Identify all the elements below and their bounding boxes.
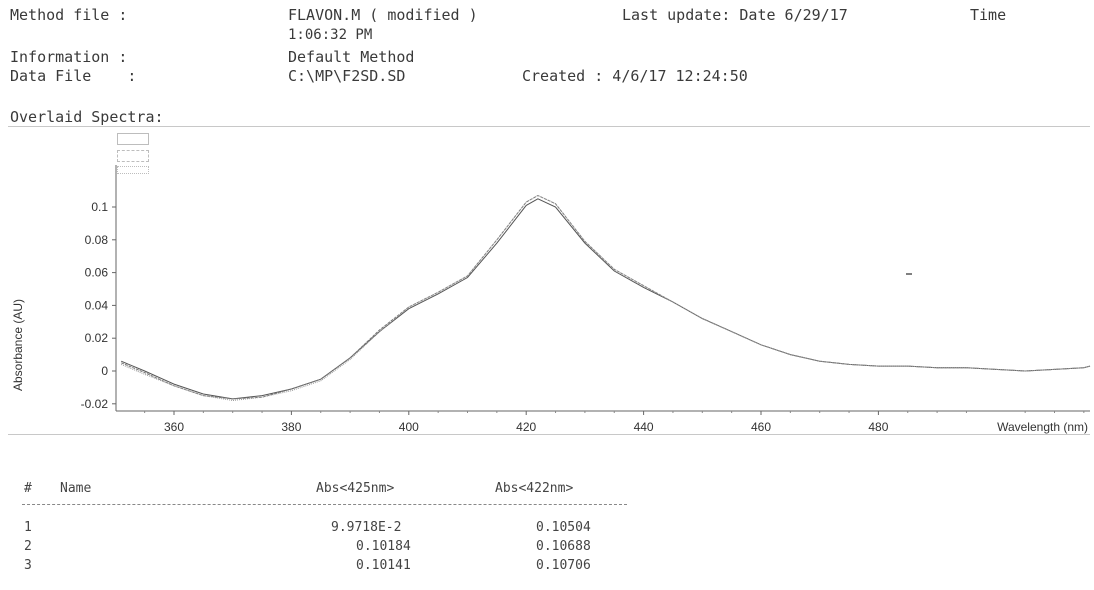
data-file-value: C:\MP\F2SD.SD: [288, 67, 406, 85]
chart-top-rule: [8, 126, 1090, 127]
table-row-1-abs422: 0.10504: [536, 520, 591, 535]
table-row-3-abs425: 0.10141: [356, 558, 411, 573]
chart-series-layer: [121, 194, 1091, 402]
table-row-1-index: 1: [24, 520, 32, 535]
table-row-2-abs425: 0.10184: [356, 539, 411, 554]
x-tick-label: 480: [868, 420, 888, 434]
y-tick-label: 0.04: [85, 298, 109, 312]
method-file-label: Method file :: [10, 6, 128, 24]
y-tick-label: -0.02: [81, 397, 109, 411]
created-timestamp: Created : 4/6/17 12:24:50: [522, 67, 748, 85]
y-tick-label: 0.1: [91, 200, 108, 214]
legend-swatch-2: [117, 150, 149, 162]
legend-swatch-3: [117, 166, 149, 174]
time-value: 1:06:32 PM: [288, 27, 373, 43]
y-tick-label: 0.08: [85, 233, 109, 247]
data-file-label: Data File :: [10, 67, 137, 85]
time-label: Time: [970, 6, 1007, 24]
x-tick-label: 420: [516, 420, 536, 434]
x-axis-label: Wavelength (nm): [997, 420, 1088, 434]
information-label: Information :: [10, 48, 128, 66]
table-divider: [22, 504, 627, 505]
table-header-index: #: [24, 481, 32, 496]
x-tick-label: 400: [399, 420, 419, 434]
spectrum-series-3: [121, 194, 1091, 402]
method-file-value: FLAVON.M ( modified ): [288, 6, 478, 24]
table-row-3-index: 3: [24, 558, 32, 573]
spectrum-series-2: [121, 194, 1091, 400]
x-tick-label: 380: [281, 420, 301, 434]
spectrum-series-1: [121, 198, 1091, 400]
legend-swatch-1: [117, 133, 149, 145]
y-tick-label: 0: [101, 364, 108, 378]
table-row-2-abs422: 0.10688: [536, 539, 591, 554]
table-header-name: Name: [60, 481, 92, 496]
table-row-3-abs422: 0.10706: [536, 558, 591, 573]
y-tick-label: 0.02: [85, 331, 109, 345]
chart-bottom-rule: [8, 434, 1090, 435]
last-update-label: Last update: Date 6/29/17: [622, 6, 848, 24]
x-tick-label: 460: [751, 420, 771, 434]
table-header-abs425: Abs<425nm>: [316, 481, 395, 496]
overlaid-spectra-title: Overlaid Spectra:: [10, 108, 164, 126]
x-tick-label: 440: [634, 420, 654, 434]
chart-axes: -0.02 0 0.02 0.04 0.06 0.08 0.1 360 380 400 420 440…: [81, 165, 1090, 434]
y-axis-label: Absorbance (AU): [11, 299, 25, 391]
y-tick-label: 0.06: [85, 266, 109, 280]
x-tick-label: 360: [164, 420, 184, 434]
table-header-abs422: Abs<422nm>: [495, 481, 574, 496]
table-row-1-abs425: 9.9718E-2: [331, 520, 402, 535]
table-row-2-index: 2: [24, 539, 32, 554]
spectrum-chart: -0.02 0 0.02 0.04 0.06 0.08 0.1 360 380 400 420 440…: [11, 165, 1091, 434]
information-value: Default Method: [288, 48, 415, 66]
